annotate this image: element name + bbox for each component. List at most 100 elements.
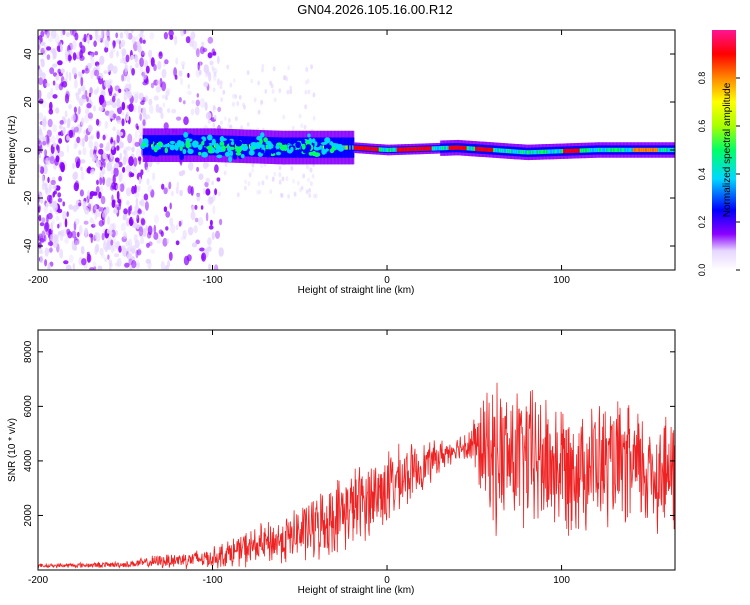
noise-mark xyxy=(46,194,52,203)
noise-mark xyxy=(58,124,63,130)
y-tick-label: 20 xyxy=(23,96,34,108)
noise-mark xyxy=(52,202,58,212)
band-peak xyxy=(399,147,402,152)
noise-mark xyxy=(125,164,132,173)
noise-mark xyxy=(135,213,139,219)
noise-mark xyxy=(88,116,94,121)
noise-mark xyxy=(108,259,113,267)
noise-mark xyxy=(71,230,77,239)
band-blob xyxy=(321,148,326,155)
noise-mark xyxy=(111,229,116,238)
band-peak xyxy=(454,145,457,150)
noise-mark xyxy=(52,63,58,68)
noise-mark xyxy=(123,30,129,35)
noise-mark xyxy=(168,30,174,37)
noise-mark xyxy=(121,51,125,61)
band-peak xyxy=(489,147,492,152)
noise-mark xyxy=(63,260,69,265)
band-peak xyxy=(465,146,468,151)
band-peak xyxy=(537,149,540,155)
band-peak xyxy=(451,145,454,150)
noise-mark xyxy=(42,140,47,146)
noise-mark xyxy=(83,220,89,225)
noise-mark xyxy=(244,179,248,185)
noise-mark xyxy=(160,230,164,237)
noise-mark xyxy=(309,167,313,173)
noise-mark xyxy=(76,158,81,167)
noise-mark xyxy=(87,124,93,133)
band-blob xyxy=(307,133,311,138)
band-peak xyxy=(519,149,522,155)
noise-mark xyxy=(74,240,78,246)
noise-mark xyxy=(47,212,53,220)
band-peak xyxy=(617,147,620,153)
x-tick-label: -100 xyxy=(203,575,223,586)
noise-mark xyxy=(47,241,54,246)
noise-mark xyxy=(310,181,313,187)
noise-mark xyxy=(121,245,126,250)
noise-mark xyxy=(59,221,62,228)
noise-mark xyxy=(72,172,78,181)
noise-mark xyxy=(150,189,155,198)
noise-mark xyxy=(99,186,104,193)
band-peak xyxy=(403,147,406,152)
noise-mark xyxy=(140,198,145,207)
snr-y-label: SNR (10 * v/v) xyxy=(7,418,18,482)
noise-mark xyxy=(125,240,130,247)
noise-mark xyxy=(219,218,223,226)
band-blob xyxy=(174,144,179,151)
noise-mark xyxy=(39,144,43,154)
noise-mark xyxy=(153,95,159,101)
noise-mark xyxy=(89,217,94,224)
noise-mark xyxy=(142,39,146,44)
band-peak xyxy=(173,143,176,148)
noise-mark xyxy=(106,142,110,151)
noise-mark xyxy=(72,205,78,213)
noise-mark xyxy=(67,55,72,61)
noise-mark xyxy=(120,222,126,232)
band-peak xyxy=(547,149,550,154)
noise-mark xyxy=(119,152,122,160)
noise-mark xyxy=(46,136,50,145)
noise-mark xyxy=(39,222,45,227)
band-blob xyxy=(249,145,253,151)
noise-mark xyxy=(52,185,57,190)
noise-mark xyxy=(53,190,57,195)
noise-mark xyxy=(66,264,72,270)
noise-mark xyxy=(154,214,159,224)
band-peak xyxy=(501,148,504,153)
band-blob xyxy=(263,137,268,143)
band-peak xyxy=(529,150,532,155)
noise-mark xyxy=(143,58,146,69)
band-peak xyxy=(583,148,587,153)
band-peak xyxy=(650,147,654,153)
noise-mark xyxy=(138,156,142,165)
noise-mark xyxy=(179,77,183,86)
noise-mark xyxy=(45,202,49,208)
noise-mark xyxy=(104,257,108,263)
band-peak xyxy=(209,143,212,148)
band-peak xyxy=(487,147,490,152)
band-peak xyxy=(458,145,461,150)
noise-mark xyxy=(60,43,63,53)
noise-mark xyxy=(273,171,277,177)
noise-mark xyxy=(195,239,200,245)
noise-mark xyxy=(90,56,95,67)
band-peak xyxy=(452,145,455,150)
noise-mark xyxy=(53,52,57,60)
band-peak xyxy=(384,147,387,152)
band-peak xyxy=(398,147,401,152)
band-blob xyxy=(220,138,227,141)
noise-mark xyxy=(212,105,216,111)
noise-mark xyxy=(50,30,57,39)
noise-mark xyxy=(236,192,240,198)
noise-mark xyxy=(129,204,133,212)
noise-mark xyxy=(119,43,124,48)
band-peak xyxy=(558,149,561,154)
noise-mark xyxy=(208,196,214,204)
noise-mark xyxy=(88,140,93,149)
noise-mark xyxy=(123,86,127,95)
noise-mark xyxy=(88,136,94,141)
band-peak xyxy=(588,148,591,153)
band-peak xyxy=(419,146,422,151)
